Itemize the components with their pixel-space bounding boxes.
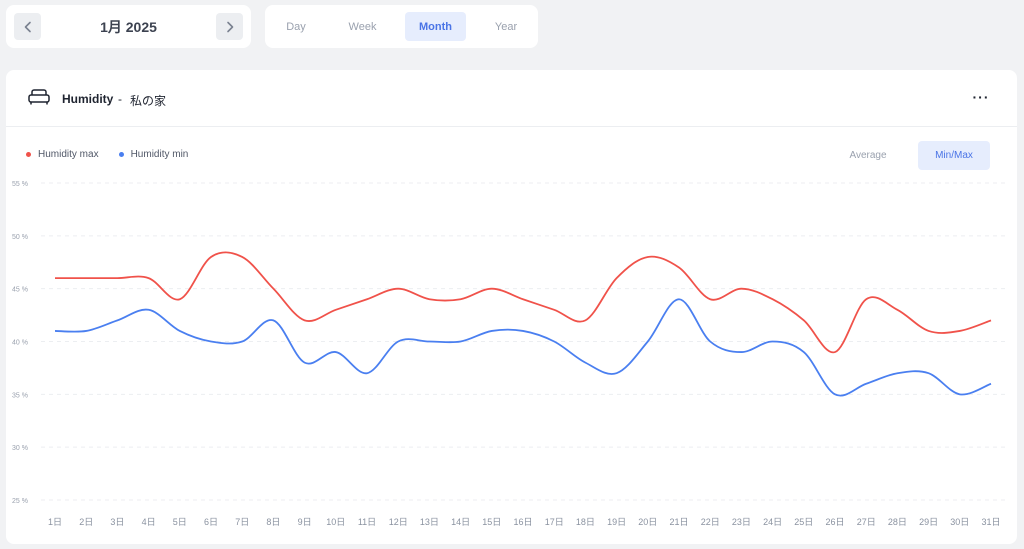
x-tick-label: 2日 [79, 517, 93, 527]
x-tick-label: 23日 [732, 517, 751, 527]
legend-label-max: Humidity max [38, 149, 99, 160]
x-tick-label: 3日 [110, 517, 124, 527]
date-navigator: 1月 2025 [6, 5, 251, 48]
y-tick-label: 30 % [12, 445, 28, 452]
x-tick-label: 14日 [451, 517, 470, 527]
tab-week[interactable]: Week [348, 20, 377, 33]
x-tick-label: 24日 [763, 517, 782, 527]
legend-item-min[interactable]: Humidity min [118, 149, 189, 160]
next-period-button[interactable] [216, 13, 243, 40]
x-tick-label: 5日 [173, 517, 187, 527]
x-tick-label: 7日 [235, 517, 249, 527]
title-separator: - [118, 92, 122, 106]
y-tick-label: 55 % [12, 181, 28, 188]
more-options-button[interactable]: ··· [972, 89, 990, 105]
legend-label-min: Humidity min [130, 149, 189, 160]
y-tick-label: 45 % [12, 287, 28, 294]
tab-day[interactable]: Day [286, 20, 306, 33]
humidity-panel: Humidity - 私の家 ··· 55 % 50 % 45 % 40 % 35 % 3… [6, 70, 1017, 544]
humidity-min-line [54, 298, 992, 397]
x-tick-label: 18日 [576, 517, 595, 527]
y-tick-label: 40 % [12, 340, 28, 347]
x-tick-label: 4日 [142, 517, 156, 527]
prev-period-button[interactable] [14, 13, 41, 40]
y-tick-label: 25 % [12, 498, 28, 505]
humidity-chart: 55 % 50 % 45 % 40 % 35 % 30 % 25 % 1日 2日 3日 4日 5日 6日… [12, 181, 1007, 527]
x-tick-label: 10日 [326, 517, 345, 527]
legend-dot-min [118, 152, 124, 157]
chart-legend: Humidity max Humidity min [26, 149, 208, 160]
x-tick-label: 15日 [482, 517, 501, 527]
x-tick-label: 31日 [981, 517, 1000, 527]
current-period-label: 1月 2025 [100, 18, 157, 35]
legend-item-max[interactable]: Humidity max [26, 149, 99, 160]
x-tick-label: 22日 [701, 517, 720, 527]
tab-year[interactable]: Year [494, 20, 518, 33]
x-tick-label: 1日 [48, 517, 62, 527]
period-tabs: Day Week Month Year [265, 5, 538, 48]
x-tick-label: 19日 [607, 517, 626, 527]
x-tick-label: 29日 [919, 517, 938, 527]
x-tick-label: 21日 [669, 517, 688, 527]
minmax-mode-button[interactable]: Min/Max [918, 141, 990, 170]
panel-title: Humidity [62, 92, 114, 106]
chevron-right-icon [226, 21, 233, 32]
legend-dot-max [26, 152, 31, 157]
x-tick-label: 26日 [825, 517, 844, 527]
y-tick-label: 35 % [12, 392, 28, 399]
x-tick-label: 6日 [204, 517, 218, 527]
location-name: 私の家 [130, 94, 167, 108]
x-tick-label: 11日 [358, 517, 376, 527]
x-tick-label: 12日 [389, 517, 408, 527]
x-tick-label: 27日 [857, 517, 876, 527]
tab-month[interactable]: Month [405, 12, 466, 41]
panel-header: Humidity - 私の家 ··· [6, 70, 1017, 127]
x-tick-label: 20日 [638, 517, 657, 527]
x-tick-label: 8日 [266, 517, 280, 527]
x-tick-label: 13日 [420, 517, 439, 527]
average-mode-button[interactable]: Average [849, 150, 887, 161]
x-tick-label: 28日 [888, 517, 907, 527]
x-tick-label: 30日 [950, 517, 969, 527]
x-tick-label: 16日 [513, 517, 532, 527]
x-tick-label: 9日 [298, 517, 312, 527]
y-tick-label: 50 % [12, 234, 28, 241]
x-tick-label: 17日 [545, 517, 564, 527]
x-tick-label: 25日 [794, 517, 813, 527]
humidity-max-line [55, 251, 992, 353]
sofa-icon [28, 89, 50, 105]
chevron-left-icon [24, 21, 31, 32]
